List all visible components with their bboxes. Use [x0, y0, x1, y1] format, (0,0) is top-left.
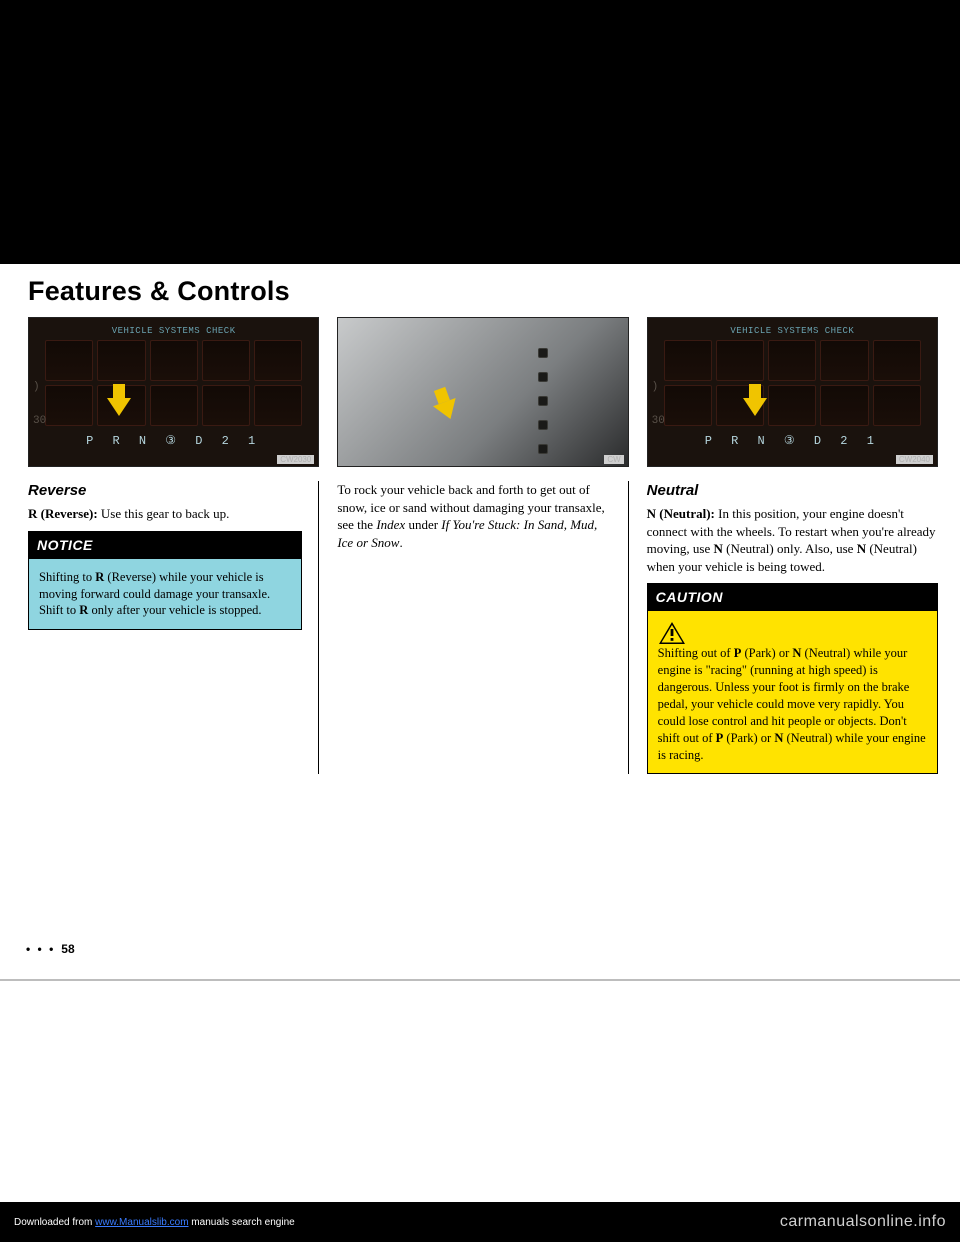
figure-dashboard-neutral: VEHICLE SYSTEMS CHECK ) 30 P R N ③ D 2 1… — [647, 317, 938, 467]
footer-bar: Downloaded from www.Manualslib.com manua… — [0, 1202, 960, 1242]
horizontal-rule — [0, 979, 960, 981]
fig1-image-id: CW2030 — [277, 455, 314, 464]
rocking-text: To rock your vehicle back and forth to g… — [337, 481, 611, 551]
column-center: To rock your vehicle back and forth to g… — [337, 481, 628, 774]
reverse-heading: Reverse — [28, 481, 302, 501]
notice-box: NOTICE Shifting to R (Reverse) while you… — [28, 531, 302, 631]
fig3-grid — [664, 340, 921, 426]
figure-shifter: CW — [337, 317, 628, 467]
caution-box: CAUTION Shifting out of P (Park) or N (N… — [647, 583, 938, 774]
arrow-icon — [107, 384, 131, 416]
column-reverse: Reverse R (Reverse): Use this gear to ba… — [28, 481, 319, 774]
caution-heading: CAUTION — [648, 584, 937, 611]
column-neutral: Neutral N (Neutral): In this position, y… — [647, 481, 938, 774]
neutral-heading: Neutral — [647, 481, 938, 501]
figure-dashboard-reverse: VEHICLE SYSTEMS CHECK ) 30 P R N ③ D 2 1… — [28, 317, 319, 467]
reverse-lead: R (Reverse): Use this gear to back up. — [28, 505, 302, 523]
download-link[interactable]: www.Manualslib.com — [95, 1217, 188, 1228]
page-number: • • •58 — [26, 942, 75, 956]
arrow-icon — [743, 384, 767, 416]
fig2-image-id: CW — [604, 455, 623, 464]
manual-page: Features & Controls VEHICLE SYSTEMS CHEC… — [0, 264, 960, 964]
download-text: Downloaded from www.Manualslib.com manua… — [14, 1217, 295, 1228]
figure-row: VEHICLE SYSTEMS CHECK ) 30 P R N ③ D 2 1… — [28, 317, 938, 467]
page-title: Features & Controls — [28, 276, 938, 307]
lower-white-area — [0, 964, 960, 1202]
notice-body: Shifting to R (Reverse) while your vehic… — [29, 559, 301, 630]
text-columns: Reverse R (Reverse): Use this gear to ba… — [28, 481, 938, 774]
fig1-gear-text: P R N ③ D 2 1 — [86, 433, 261, 448]
fig1-grid — [45, 340, 302, 426]
fig3-scale: ) 30 — [652, 380, 665, 428]
arrow-icon — [429, 385, 462, 423]
fig2-indicators — [538, 348, 548, 454]
page: Features & Controls VEHICLE SYSTEMS CHEC… — [0, 0, 960, 1242]
fig3-gear-text: P R N ③ D 2 1 — [705, 433, 880, 448]
brand-text: carmanualsonline.info — [780, 1213, 946, 1231]
fig3-header: VEHICLE SYSTEMS CHECK — [730, 326, 854, 336]
warning-triangle-icon — [658, 621, 686, 645]
fig1-header: VEHICLE SYSTEMS CHECK — [112, 326, 236, 336]
top-black-band — [0, 0, 960, 260]
neutral-lead: N (Neutral): In this position, your engi… — [647, 505, 938, 575]
caution-body: Shifting out of P (Park) or N (Neutral) … — [648, 611, 937, 773]
fig1-scale: ) 30 — [33, 380, 46, 428]
fig3-image-id: CW2040 — [896, 455, 933, 464]
notice-heading: NOTICE — [29, 532, 301, 559]
